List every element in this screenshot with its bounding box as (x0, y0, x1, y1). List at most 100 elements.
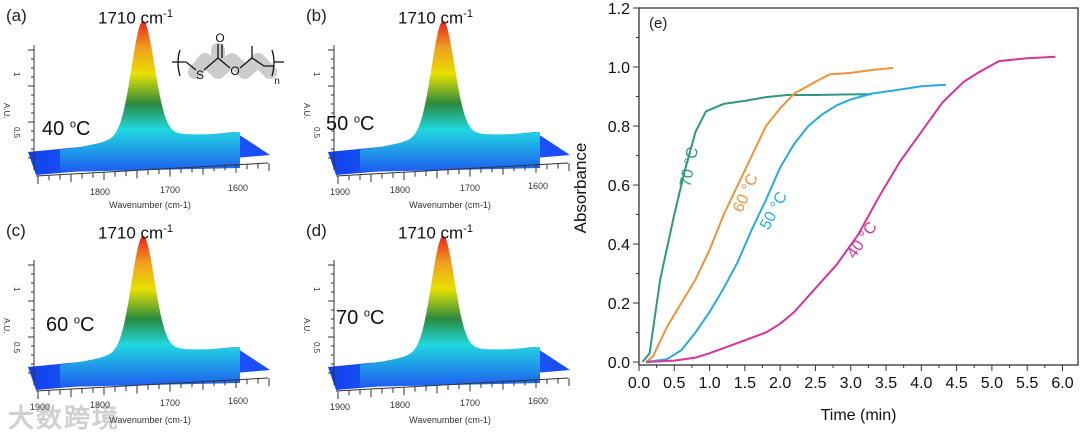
y-axis-label: A.U. (2, 318, 11, 334)
x-tick-label: 0.5 (663, 375, 685, 392)
y-tick-label: 0.0 (608, 355, 630, 372)
y-tick-label: 1 (12, 72, 21, 77)
curve-label: 50 °C (757, 189, 791, 232)
y-axis-label: A.U. (2, 103, 11, 119)
x-tick-label: 5.0 (981, 375, 1003, 392)
x-tick-label: 1600 (228, 396, 248, 406)
temperature-value: 40 (42, 118, 70, 140)
structure-atom-label: O (215, 31, 224, 45)
spectrum-panel: 1900 1800 1700 1600 Wavenumber (cm-1) 1 0.5 A.U… (300, 0, 590, 212)
temperature-unit: C (75, 118, 91, 140)
y-tick-label: 0.6 (608, 178, 630, 195)
peak-wavenumber: 1710 cm (98, 223, 164, 243)
x-tick-label: 1800 (390, 185, 410, 195)
spectrum-panel: 1800 1700 1600 Wavenumber (cm-1) 1 0.5 A.U. S O O… (0, 0, 290, 212)
series-line (645, 66, 894, 363)
peak-unit-exponent: -1 (463, 223, 473, 235)
peak-wavenumber: 1710 cm (98, 8, 164, 28)
x-tick-label: 1600 (528, 396, 548, 406)
x-axis (335, 377, 569, 392)
temperature-label: 60 oC (46, 314, 94, 337)
spectrum-3d-plot: 1900 1800 1700 1600 Wavenumber (cm-1) 1 0.5A.U… (302, 236, 570, 425)
structure-atom-label: n (274, 76, 280, 87)
degree-symbol: o (363, 307, 370, 320)
series-line (646, 55, 1056, 363)
y-tick-label: 1.0 (608, 60, 630, 77)
degree-symbol: o (73, 314, 80, 327)
peak-annotation: 1710 cm-1 (98, 223, 173, 244)
x-tick-label: 4.0 (910, 375, 932, 392)
peak-annotation: 1710 cm-1 (398, 223, 473, 244)
x-axis-label: Wavenumber (cm-1) (409, 415, 491, 425)
x-axis-label: Wavenumber (cm-1) (109, 200, 191, 210)
series-line (641, 93, 872, 363)
x-tick-label: 1700 (460, 398, 480, 408)
x-tick-label: 1800 (90, 187, 110, 197)
x-tick-label: 1900 (330, 402, 350, 412)
y-tick-label: 1.2 (608, 1, 630, 18)
series-line (645, 83, 947, 363)
panel-label: (c) (6, 221, 26, 240)
x-tick-label: 1.5 (734, 375, 756, 392)
temperature-label: 40 oC (42, 118, 90, 141)
peak-annotation: 1710 cm-1 (398, 8, 473, 29)
x-axis-label: Wavenumber (cm-1) (409, 200, 491, 210)
y-tick-label: 0.5 (12, 342, 21, 354)
curve-label: 70 °C (677, 146, 702, 189)
temperature-unit: C (359, 113, 375, 135)
y-tick-label: 1 (12, 287, 21, 292)
watermark: 大数跨境 (8, 403, 121, 433)
x-tick-label: 1.0 (698, 375, 720, 392)
y-axis-label: Absorbance (571, 143, 590, 234)
x-tick-label: 2.0 (769, 375, 791, 392)
y-tick-label: 1 (312, 287, 321, 292)
x-tick-label: 2.5 (804, 375, 826, 392)
x-tick-label: 3.0 (840, 375, 862, 392)
y-tick-label: 0.4 (608, 237, 630, 254)
y-tick-label: 1 (312, 72, 321, 77)
y-tick-label: 0.5 (12, 127, 21, 139)
y-axis-label: A.U. (302, 103, 311, 119)
carbonyl-peak-surface (60, 21, 240, 172)
temperature-unit: C (79, 314, 95, 336)
carbonyl-peak-surface (360, 236, 540, 387)
y-axis-label: A.U. (302, 318, 311, 334)
temperature-value: 50 (326, 113, 354, 135)
x-tick-label: 1900 (30, 402, 50, 412)
spectrum-3d-plot: 1800 1700 1600 Wavenumber (cm-1) 1 0.5A.U. S O O… (2, 21, 284, 210)
panel-label: (d) (306, 221, 327, 240)
temperature-label: 70 oC (336, 307, 384, 330)
x-tick-label: 6.0 (1051, 375, 1073, 392)
temperature-value: 70 (336, 307, 364, 329)
spectrum-3d-plot: 1900 1800 1700 1600 Wavenumber (cm-1) 1 0.5A.U… (2, 236, 270, 425)
y-tick-label: 0.8 (608, 119, 630, 136)
panel-label: (a) (6, 6, 27, 25)
carbonyl-peak-surface (60, 236, 240, 387)
degree-symbol: o (353, 113, 360, 126)
x-tick-label: 1700 (160, 185, 180, 195)
y-tick-label: 0.5 (312, 127, 321, 139)
curve-label: 40 °C (844, 219, 881, 262)
spectrum-3d-plot: 1900 1800 1700 1600 Wavenumber (cm-1) 1 0.5A.U… (302, 21, 570, 210)
x-tick-label: 1700 (460, 183, 480, 193)
spectrum-panel: 1900 1800 1700 1600 Wavenumber (cm-1) 1 0.5 A.U… (300, 215, 590, 427)
y-tick-label: 0.5 (312, 342, 321, 354)
structure-atom-label: O (230, 64, 239, 78)
x-tick-label: 5.5 (1016, 375, 1038, 392)
panel-label: (b) (306, 6, 327, 25)
degree-symbol: o (69, 118, 76, 131)
x-tick-label: 1900 (330, 187, 350, 197)
temperature-value: 60 (46, 314, 74, 336)
peak-unit-exponent: -1 (163, 223, 173, 235)
absorbance-chart: 0.0 0.5 1.0 1.5 2.0 2.5 3.0 3.5 4.0 4.5 5.0 5.5 6.0 0… (571, 1, 1079, 424)
plot-frame (638, 7, 1079, 366)
x-axis (335, 162, 569, 177)
peak-wavenumber: 1710 cm (398, 223, 464, 243)
x-tick-label: 1800 (90, 400, 110, 410)
temperature-unit: C (369, 307, 385, 329)
x-axis (35, 377, 269, 392)
peak-wavenumber: 1710 cm (398, 8, 464, 28)
carbonyl-peak-surface (360, 21, 540, 172)
x-tick-label: 1600 (228, 183, 248, 193)
x-axis (35, 162, 269, 177)
